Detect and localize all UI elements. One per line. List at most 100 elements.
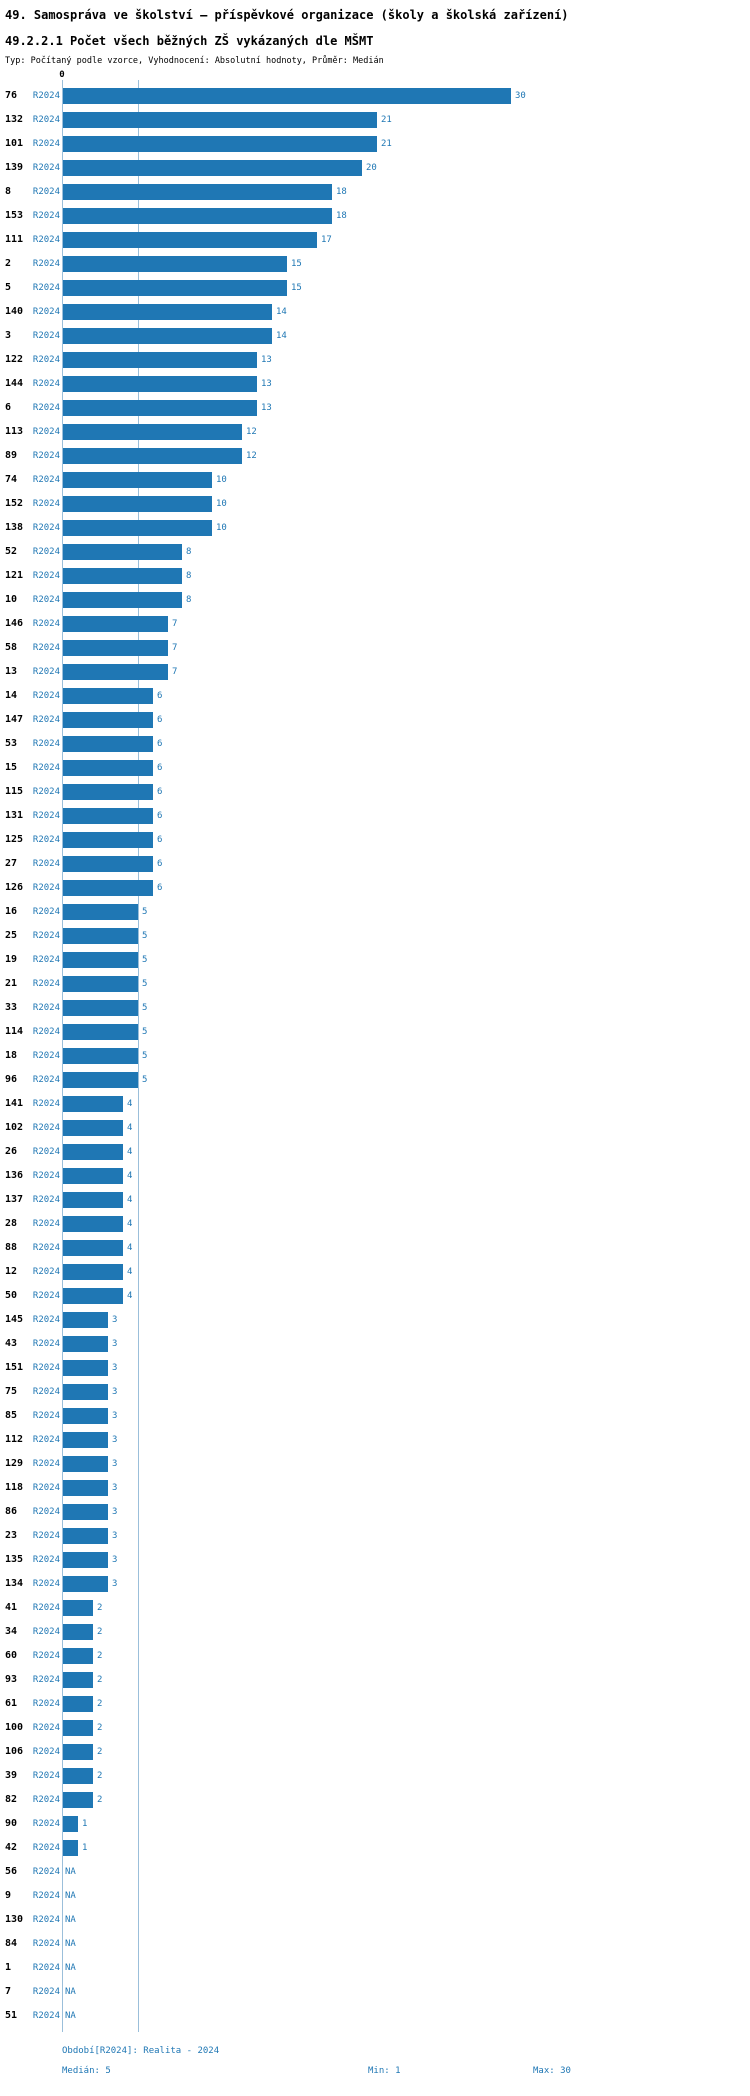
series-label: R2024 bbox=[32, 1747, 60, 1757]
series-label: R2024 bbox=[32, 355, 60, 365]
series-label: R2024 bbox=[32, 859, 60, 869]
na-value-label: NA bbox=[65, 1963, 76, 1973]
bar bbox=[63, 664, 168, 680]
bar-value-label: 1 bbox=[82, 1843, 88, 1853]
bar-value-label: 7 bbox=[172, 619, 178, 629]
bar-row: 23 R2024 3 bbox=[0, 1524, 750, 1548]
bar-value-label: 8 bbox=[186, 547, 192, 557]
bar-row: 8 R2024 18 bbox=[0, 180, 750, 204]
bar bbox=[63, 328, 272, 344]
bar-row: 111 R2024 17 bbox=[0, 228, 750, 252]
bar bbox=[63, 784, 153, 800]
bar-value-label: 4 bbox=[127, 1147, 133, 1157]
series-label: R2024 bbox=[32, 1339, 60, 1349]
series-label: R2024 bbox=[32, 547, 60, 557]
bar bbox=[63, 1000, 138, 1016]
series-label: R2024 bbox=[32, 379, 60, 389]
bar-row: 89 R2024 12 bbox=[0, 444, 750, 468]
category-label: 88 bbox=[5, 1242, 18, 1253]
series-label: R2024 bbox=[32, 163, 60, 173]
category-label: 52 bbox=[5, 546, 18, 557]
category-label: 89 bbox=[5, 450, 18, 461]
series-label: R2024 bbox=[32, 883, 60, 893]
bar-value-label: 8 bbox=[186, 571, 192, 581]
series-label: R2024 bbox=[32, 523, 60, 533]
bar-row: 145 R2024 3 bbox=[0, 1308, 750, 1332]
bar bbox=[63, 1288, 123, 1304]
category-label: 58 bbox=[5, 642, 18, 653]
category-label: 114 bbox=[5, 1026, 24, 1037]
category-label: 131 bbox=[5, 810, 24, 821]
category-label: 132 bbox=[5, 114, 24, 125]
bar-value-label: 4 bbox=[127, 1243, 133, 1253]
category-label: 19 bbox=[5, 954, 18, 965]
series-label: R2024 bbox=[32, 1123, 60, 1133]
bar-row: 113 R2024 12 bbox=[0, 420, 750, 444]
category-label: 23 bbox=[5, 1530, 18, 1541]
category-label: 135 bbox=[5, 1554, 24, 1565]
category-label: 18 bbox=[5, 1050, 18, 1061]
category-label: 50 bbox=[5, 1290, 18, 1301]
series-label: R2024 bbox=[32, 1315, 60, 1325]
bar bbox=[63, 1504, 108, 1520]
category-label: 118 bbox=[5, 1482, 24, 1493]
series-label: R2024 bbox=[32, 691, 60, 701]
bar-row: 86 R2024 3 bbox=[0, 1500, 750, 1524]
bar bbox=[63, 208, 332, 224]
bar-value-label: 4 bbox=[127, 1195, 133, 1205]
bar-value-label: 4 bbox=[127, 1219, 133, 1229]
category-label: 146 bbox=[5, 618, 24, 629]
series-label: R2024 bbox=[32, 139, 60, 149]
category-label: 74 bbox=[5, 474, 18, 485]
bar-row: 115 R2024 6 bbox=[0, 780, 750, 804]
category-label: 90 bbox=[5, 1818, 18, 1829]
series-label: R2024 bbox=[32, 307, 60, 317]
category-label: 126 bbox=[5, 882, 24, 893]
bar-row: 139 R2024 20 bbox=[0, 156, 750, 180]
bar-value-label: 3 bbox=[112, 1531, 118, 1541]
bar bbox=[63, 376, 257, 392]
bar bbox=[63, 880, 153, 896]
category-label: 139 bbox=[5, 162, 24, 173]
series-label: R2024 bbox=[32, 1003, 60, 1013]
series-label: R2024 bbox=[32, 1483, 60, 1493]
bar-row: 118 R2024 3 bbox=[0, 1476, 750, 1500]
category-label: 33 bbox=[5, 1002, 18, 1013]
bar-value-label: 5 bbox=[142, 1027, 148, 1037]
category-label: 111 bbox=[5, 234, 24, 245]
series-label: R2024 bbox=[32, 235, 60, 245]
series-label: R2024 bbox=[32, 1867, 60, 1877]
bar-row: 53 R2024 6 bbox=[0, 732, 750, 756]
category-label: 8 bbox=[5, 186, 12, 197]
bar-row: 50 R2024 4 bbox=[0, 1284, 750, 1308]
bar-value-label: 3 bbox=[112, 1555, 118, 1565]
median-reference-line bbox=[138, 80, 139, 2032]
series-label: R2024 bbox=[32, 763, 60, 773]
series-label: R2024 bbox=[32, 1963, 60, 1973]
bar-value-label: 14 bbox=[276, 331, 287, 341]
bar-value-label: 2 bbox=[97, 1699, 103, 1709]
bar bbox=[63, 976, 138, 992]
bar-row: 15 R2024 6 bbox=[0, 756, 750, 780]
bar-value-label: 1 bbox=[82, 1819, 88, 1829]
bar-value-label: 20 bbox=[366, 163, 377, 173]
bar bbox=[63, 1456, 108, 1472]
bar-value-label: 3 bbox=[112, 1387, 118, 1397]
category-label: 2 bbox=[5, 258, 12, 269]
series-label: R2024 bbox=[32, 1195, 60, 1205]
footer-min-label: Min: 1 bbox=[368, 2066, 401, 2076]
bar-value-label: 7 bbox=[172, 667, 178, 677]
category-label: 28 bbox=[5, 1218, 18, 1229]
bar-value-label: 15 bbox=[291, 283, 302, 293]
bar bbox=[63, 688, 153, 704]
category-label: 5 bbox=[5, 282, 12, 293]
bar-row: 6 R2024 13 bbox=[0, 396, 750, 420]
bar-row: 134 R2024 3 bbox=[0, 1572, 750, 1596]
bar-row: 132 R2024 21 bbox=[0, 108, 750, 132]
category-label: 86 bbox=[5, 1506, 18, 1517]
category-label: 1 bbox=[5, 1962, 12, 1973]
bar-value-label: 6 bbox=[157, 715, 163, 725]
bar-row: 43 R2024 3 bbox=[0, 1332, 750, 1356]
bar-row: 25 R2024 5 bbox=[0, 924, 750, 948]
bar-row: 76 R2024 30 bbox=[0, 84, 750, 108]
